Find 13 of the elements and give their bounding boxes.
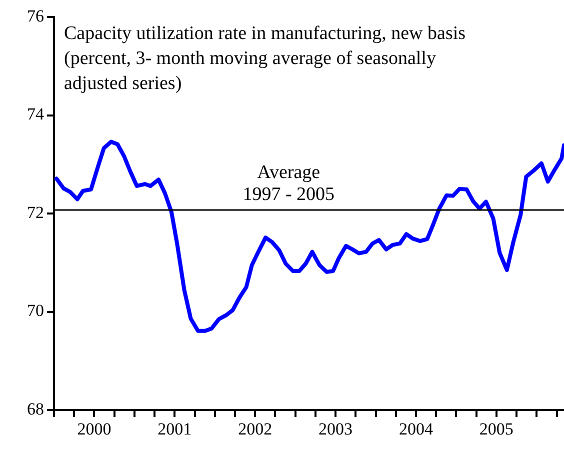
y-tick-label: 76 — [27, 6, 44, 26]
x-tick-label: 2002 — [238, 420, 272, 439]
x-tick-label: 2003 — [318, 420, 353, 439]
x-tick-label: 2000 — [77, 420, 112, 439]
x-tick-label: 2005 — [479, 420, 514, 439]
x-tick-label: 2004 — [398, 420, 434, 439]
y-tick-label: 72 — [27, 202, 44, 222]
ref-line-label: Average 1997 - 2005 — [242, 162, 335, 206]
text: Capacity utilization rate in manufacturing, new basis (percent, 3- month moving average of seasonally adjusted series) — [64, 23, 466, 94]
x-tick-label: 2001 — [158, 420, 192, 439]
y-tick-label: 68 — [27, 399, 44, 418]
y-tick-label: 74 — [27, 104, 44, 124]
y-tick-label: 70 — [27, 301, 44, 320]
